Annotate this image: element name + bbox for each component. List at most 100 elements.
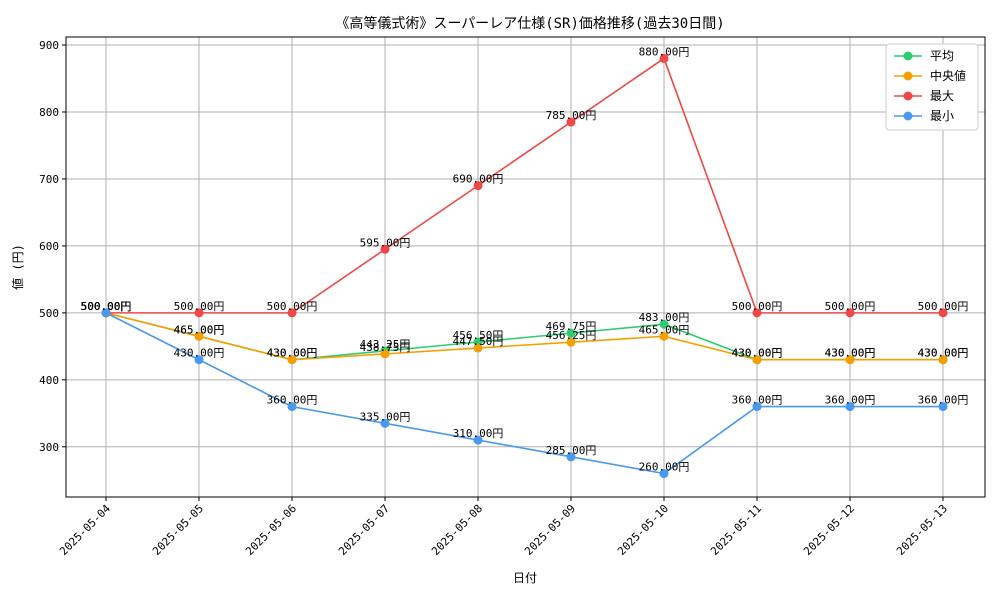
data-label: 465.00円 <box>174 323 225 336</box>
legend-entry-label: 平均 <box>930 49 954 63</box>
x-tick-label: 2025-05-11 <box>708 502 764 558</box>
x-tick-label: 2025-05-09 <box>522 502 578 558</box>
y-tick-label: 700 <box>39 173 59 186</box>
y-tick-label: 400 <box>39 374 59 387</box>
data-point <box>473 181 483 191</box>
data-point <box>194 308 204 318</box>
y-tick-label: 900 <box>39 39 59 52</box>
data-label: 500.00円 <box>81 300 132 313</box>
data-point <box>566 452 576 462</box>
data-point <box>938 308 948 318</box>
data-labels: 500.00円 465.00円 430.00円 443.25円 456.50円 469.7… <box>81 45 969 473</box>
x-tick-label: 2025-05-12 <box>801 502 857 558</box>
data-point <box>566 117 576 127</box>
data-point <box>473 435 483 445</box>
legend-swatch-marker <box>903 111 913 121</box>
x-tick-label: 2025-05-10 <box>615 502 671 558</box>
data-label: 260.00円 <box>639 461 690 474</box>
data-label: 500.00円 <box>825 300 876 313</box>
data-point <box>566 328 576 338</box>
legend-entry-label: 中央値 <box>930 68 966 83</box>
legend-box <box>885 43 979 131</box>
data-label: 430.00円 <box>825 347 876 360</box>
data-label: 360.00円 <box>267 394 318 407</box>
data-point <box>752 402 762 412</box>
series-line-3 <box>105 312 943 475</box>
data-label: 430.00円 <box>267 347 318 360</box>
data-point <box>287 355 297 365</box>
data-point <box>566 337 576 347</box>
data-point <box>659 331 669 341</box>
data-label: 430.00円 <box>825 347 876 360</box>
data-point <box>380 244 390 254</box>
plot-frame <box>65 36 986 498</box>
data-label: 456.50円 <box>453 329 504 342</box>
data-point <box>380 349 390 359</box>
x-tick-label: 2025-05-08 <box>429 502 485 558</box>
x-tick-label: 2025-05-04 <box>57 502 113 558</box>
data-label: 430.00円 <box>918 347 969 360</box>
data-label: 690.00円 <box>453 173 504 186</box>
y-axis-title: 値 (円) <box>10 244 25 290</box>
data-point <box>287 402 297 412</box>
chart-title: 《高等儀式術》スーパーレア仕様(SR)価格推移(過去30日間) <box>335 15 724 32</box>
data-label: 430.00円 <box>732 347 783 360</box>
data-label: 483.00円 <box>639 311 690 324</box>
y-tick-label: 800 <box>39 106 59 119</box>
data-point <box>659 319 669 329</box>
x-tick-label: 2025-05-13 <box>894 502 950 558</box>
data-label: 360.00円 <box>732 394 783 407</box>
y-tick-label: 600 <box>39 240 59 253</box>
data-point <box>101 308 111 318</box>
data-point <box>845 402 855 412</box>
series-line-1 <box>105 312 943 361</box>
data-point <box>659 53 669 63</box>
series-layer <box>101 53 948 479</box>
data-label: 430.00円 <box>732 347 783 360</box>
legend-entry-label: 最大 <box>930 89 954 103</box>
data-label: 438.75円 <box>360 341 411 354</box>
data-label: 469.75円 <box>546 320 597 333</box>
data-label: 500.00円 <box>732 300 783 313</box>
x-tick-label: 2025-05-05 <box>150 502 206 558</box>
data-point <box>845 308 855 318</box>
data-label: 335.00円 <box>360 410 411 423</box>
data-point <box>194 331 204 341</box>
legend-swatch-marker <box>903 91 913 101</box>
data-label: 500.00円 <box>267 300 318 313</box>
legend-swatch-marker <box>903 71 913 81</box>
data-label: 456.25円 <box>546 329 597 342</box>
data-point <box>287 308 297 318</box>
data-label: 447.50円 <box>453 335 504 348</box>
data-label: 500.00円 <box>81 300 132 313</box>
data-label: 285.00円 <box>546 444 597 457</box>
data-label: 465.00円 <box>174 323 225 336</box>
series-line-0 <box>105 312 943 361</box>
y-tick-label: 300 <box>39 441 59 454</box>
data-point <box>938 355 948 365</box>
legend-entry-label: 最小 <box>930 109 954 123</box>
data-label: 360.00円 <box>825 394 876 407</box>
x-axis-title: 日付 <box>513 571 537 585</box>
series-line-2 <box>106 57 943 314</box>
data-label: 880.00円 <box>639 45 690 58</box>
data-label: 785.00円 <box>546 109 597 122</box>
grid <box>66 37 985 497</box>
data-point <box>752 308 762 318</box>
data-label: 500.00円 <box>81 300 132 313</box>
data-label: 500.00円 <box>81 300 132 313</box>
axes: 300 400 500 600 700 800 900 2025-05-04 2025-05-0… <box>39 39 950 558</box>
y-tick-label: 500 <box>39 307 59 320</box>
data-point <box>473 343 483 353</box>
data-label: 443.25円 <box>360 338 411 351</box>
data-point <box>659 469 669 479</box>
data-point <box>194 355 204 365</box>
data-point <box>845 355 855 365</box>
data-label: 360.00円 <box>918 394 969 407</box>
data-label: 465.00円 <box>639 323 690 336</box>
data-label: 500.00円 <box>174 300 225 313</box>
data-point <box>752 355 762 365</box>
data-point <box>938 402 948 412</box>
